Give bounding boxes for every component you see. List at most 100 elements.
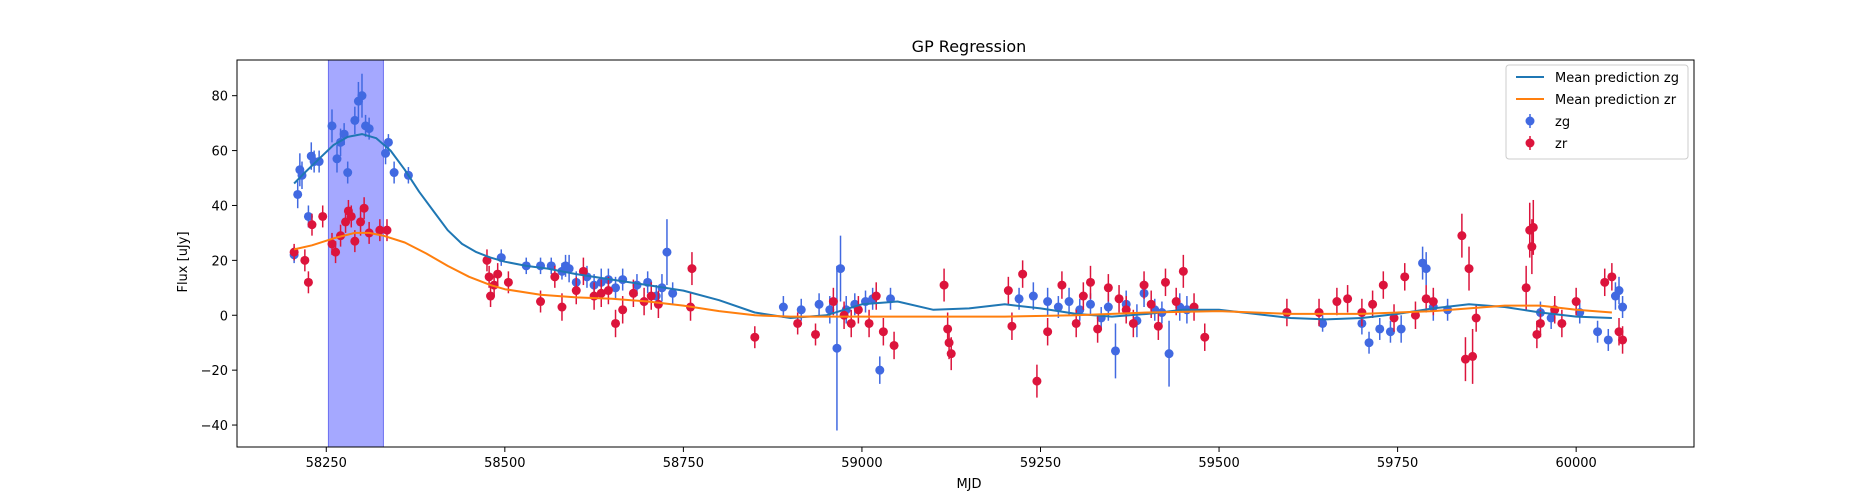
data-point-zg — [668, 288, 678, 298]
legend-box — [1505, 64, 1689, 160]
data-point-zr — [1378, 280, 1388, 290]
data-point-zr — [1314, 308, 1324, 318]
data-point-zg — [1614, 286, 1624, 296]
data-point-zr — [1153, 321, 1163, 331]
data-point-zg — [1075, 305, 1085, 315]
data-point-zr — [1160, 277, 1170, 287]
data-point-zr — [839, 310, 849, 320]
data-point-zr — [300, 255, 310, 265]
data-point-zr — [303, 277, 313, 287]
y-tick-label: −20 — [201, 364, 228, 379]
y-tick-label: 20 — [211, 254, 228, 269]
data-point-zr — [1093, 324, 1103, 334]
data-point-zr — [846, 318, 856, 328]
data-point-zr — [346, 211, 356, 221]
data-point-zr — [1527, 242, 1537, 252]
data-point-zr — [327, 239, 337, 249]
data-point-zg — [1053, 302, 1063, 312]
data-point-zr — [828, 297, 838, 307]
data-point-zr — [750, 332, 760, 342]
mean-prediction-zg-line — [293, 133, 1612, 321]
data-point-zg — [1064, 297, 1074, 307]
data-point-zr — [1282, 308, 1292, 318]
data-point-zg — [778, 302, 788, 312]
legend-label-zr-mean: Mean prediction zr — [1555, 93, 1677, 108]
data-point-zg — [339, 129, 349, 139]
data-point-zg — [832, 343, 842, 353]
legend: Mean prediction zg Mean prediction zr zg… — [1505, 64, 1689, 160]
data-point-zr — [1085, 277, 1095, 287]
data-point-zr — [939, 280, 949, 290]
data-point-zr — [811, 329, 821, 339]
x-axis-title: MJD — [956, 477, 981, 492]
data-point-zr — [1571, 297, 1581, 307]
data-point-zg — [1593, 327, 1603, 337]
data-point-zr — [486, 291, 496, 301]
data-point-zr — [1357, 308, 1367, 318]
data-point-zr — [1128, 318, 1138, 328]
data-point-zr — [864, 318, 874, 328]
y-tick-label: 60 — [211, 145, 228, 160]
data-point-zg — [383, 137, 393, 147]
data-point-zr — [596, 288, 606, 298]
legend-label-zr: zr — [1555, 137, 1568, 152]
data-point-zr — [1343, 294, 1353, 304]
data-point-zr — [1114, 294, 1124, 304]
x-tick-label: 59000 — [841, 456, 882, 471]
data-point-zr — [1400, 272, 1410, 282]
x-tick-label: 58250 — [306, 456, 347, 471]
data-point-zg — [357, 91, 367, 101]
data-point-zg — [327, 121, 337, 131]
data-point-zr — [943, 324, 953, 334]
data-point-zr — [628, 288, 638, 298]
data-point-zr — [1535, 318, 1545, 328]
data-point-zr — [653, 299, 663, 309]
x-tick-label: 59500 — [1198, 456, 1239, 471]
x-tick-label: 59750 — [1377, 456, 1418, 471]
data-point-zg — [381, 148, 391, 158]
data-point-zr — [350, 236, 360, 246]
data-point-zr — [871, 291, 881, 301]
data-point-zg — [303, 211, 313, 221]
data-point-zr — [1464, 264, 1474, 274]
x-tick-label: 58750 — [663, 456, 704, 471]
data-point-zr — [878, 327, 888, 337]
data-point-zg — [1318, 318, 1328, 328]
chart-title: GP Regression — [912, 37, 1027, 56]
data-point-zr — [853, 305, 863, 315]
data-point-zg — [1043, 297, 1053, 307]
data-point-zr — [1139, 280, 1149, 290]
data-point-zg — [1375, 324, 1385, 334]
data-point-zr — [1043, 327, 1053, 337]
data-point-zr — [1428, 297, 1438, 307]
data-point-zg — [1014, 294, 1024, 304]
data-point-zr — [1528, 222, 1538, 232]
data-point-zr — [1003, 286, 1013, 296]
data-point-zg — [314, 157, 324, 167]
observation-points — [289, 73, 1628, 431]
data-point-zg — [1110, 346, 1120, 356]
data-point-zg — [1364, 338, 1374, 348]
mean-prediction-zr-line — [293, 231, 1612, 318]
y-tick-label: 0 — [220, 309, 228, 324]
data-point-zr — [484, 272, 494, 282]
data-point-zr — [1032, 376, 1042, 386]
data-point-zg — [875, 365, 885, 375]
data-point-zg — [389, 168, 399, 178]
data-point-zg — [364, 124, 374, 134]
data-point-zr — [1460, 354, 1470, 364]
series-zg-points — [289, 73, 1628, 431]
x-tick-label: 59250 — [1020, 456, 1061, 471]
data-point-zr — [1457, 231, 1467, 241]
data-point-zr — [646, 291, 656, 301]
data-point-zg — [564, 264, 574, 274]
data-point-zr — [1421, 294, 1431, 304]
data-point-zr — [1007, 321, 1017, 331]
legend-swatch-zg-marker — [1525, 116, 1535, 126]
data-point-zg — [1385, 327, 1395, 337]
data-point-zg — [1103, 302, 1113, 312]
data-point-zg — [814, 299, 824, 309]
data-point-zr — [793, 318, 803, 328]
